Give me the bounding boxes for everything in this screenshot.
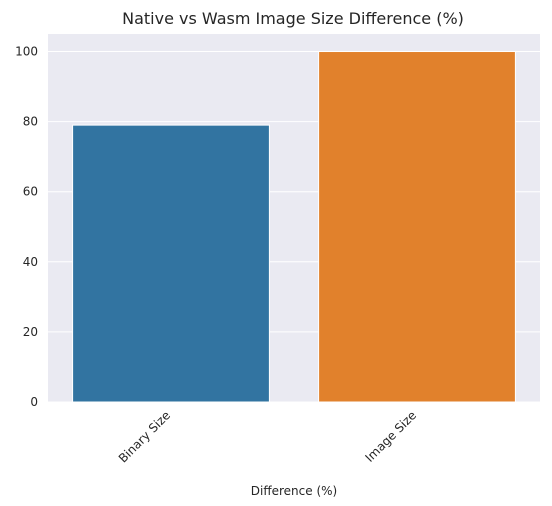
y-tick-label: 80 bbox=[23, 115, 38, 129]
x-axis-label: Difference (%) bbox=[251, 484, 337, 498]
y-tick-label: 60 bbox=[23, 185, 38, 199]
y-tick-label: 100 bbox=[15, 45, 38, 59]
y-tick-label: 0 bbox=[30, 395, 38, 409]
y-tick-label: 40 bbox=[23, 255, 38, 269]
bar bbox=[72, 124, 270, 403]
bar bbox=[318, 51, 516, 403]
y-axis-ticks: 0 20 40 60 80 100 bbox=[15, 45, 38, 409]
bars bbox=[72, 51, 516, 403]
y-tick-label: 20 bbox=[23, 325, 38, 339]
x-axis-ticks: Binary Size Image Size bbox=[116, 408, 419, 465]
chart-title: Native vs Wasm Image Size Difference (%) bbox=[122, 9, 464, 28]
x-tick-label: Binary Size bbox=[116, 408, 173, 465]
x-tick-label: Image Size bbox=[363, 408, 420, 465]
